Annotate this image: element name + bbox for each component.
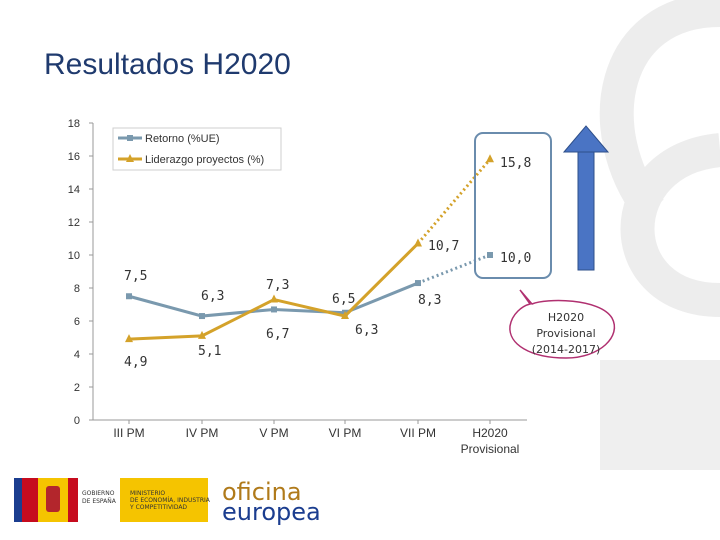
data-label-1-5: 15,8: [500, 156, 531, 171]
point-0-4: [415, 280, 421, 287]
y-tick-label: 16: [68, 151, 80, 163]
ministry-line1: MINISTERIO: [130, 490, 165, 497]
data-label-1-2: 7,3: [266, 278, 289, 293]
y-tick-label: 2: [74, 382, 80, 394]
legend-liderazgo-label: Liderazgo proyectos (%): [145, 154, 264, 166]
slide-title: Resultados H2020: [44, 48, 291, 81]
point-0-1: [199, 313, 205, 320]
callout-line3: (2014-2017): [532, 343, 601, 356]
point-1-2: [270, 294, 278, 303]
y-tick-label: 6: [74, 316, 80, 328]
point-0-2: [271, 306, 277, 313]
y-tick-label: 0: [74, 415, 80, 427]
eu-flag-icon: [14, 478, 22, 522]
x-tick-label: VI PM: [329, 426, 362, 440]
ministry-line3: Y COMPETITIVIDAD: [129, 504, 187, 511]
results-line-chart: 0 2 4 6 8 10 12 14 16 18 III PM IV PM V PM VI PM VII …: [68, 118, 616, 456]
data-label-0-0: 7,5: [124, 269, 147, 284]
series-projection-1: [416, 158, 492, 245]
legend-retorno-marker: [127, 135, 133, 141]
oficina-logo-text: oficina: [222, 478, 302, 506]
callout-line2: Provisional: [536, 327, 595, 340]
x-axis: III PM IV PM V PM VI PM VII PM H2020 Provision…: [93, 419, 527, 456]
data-label-0-1: 6,3: [201, 289, 224, 304]
up-arrow-icon: [562, 125, 610, 271]
data-label-1-1: 5,1: [198, 344, 221, 359]
point-1-1: [198, 330, 206, 339]
gov-line1: GOBIERNO: [82, 490, 115, 497]
point-1-3: [341, 311, 349, 320]
decorative-watermark: [599, 0, 720, 470]
ministry-box: [120, 478, 208, 522]
spain-flag-stripe-red: [22, 478, 38, 522]
data-label-1-0: 4,9: [124, 355, 147, 370]
europea-logo-text: europea: [222, 498, 321, 526]
data-label-0-2: 6,7: [266, 327, 289, 342]
legend-retorno-label: Retorno (%UE): [145, 133, 220, 145]
series-projection-0: [417, 253, 491, 285]
point-0-0: [126, 293, 132, 300]
x-tick-label: IV PM: [186, 426, 219, 440]
legend: Retorno (%UE) Liderazgo proyectos (%): [112, 127, 282, 171]
x-tick-label-line2: Provisional: [461, 442, 520, 456]
h2020-callout: H2020 Provisional (2014-2017): [509, 289, 616, 359]
legend-liderazgo-marker: [126, 154, 134, 162]
x-tick-label: H2020: [472, 426, 508, 440]
point-1-4: [414, 238, 422, 247]
y-tick-label: 18: [68, 118, 80, 130]
y-tick-label: 14: [68, 184, 80, 196]
gov-line2: DE ESPAÑA: [82, 498, 117, 505]
footer-logos: GOBIERNO DE ESPAÑA MINISTERIO DE ECONOMÍ…: [14, 478, 321, 526]
h2020-highlight-box: [474, 132, 552, 279]
y-tick-label: 4: [74, 349, 80, 361]
ministry-line2: DE ECONOMÍA, INDUSTRIA: [130, 497, 211, 504]
x-tick-label: V PM: [259, 426, 288, 440]
point-1-5: [486, 154, 494, 163]
data-label-0-4: 8,3: [418, 293, 441, 308]
data-labels: 7,5 6,3 6,7 6,3 8,3 10,0 4,9 5,1 7,3 6,5 10,7 15,8: [124, 156, 531, 370]
y-axis: 0 2 4 6 8 10 12 14 16 18: [68, 118, 94, 427]
data-label-0-5: 10,0: [500, 251, 531, 266]
point-1-0: [125, 334, 133, 343]
point-0-5: [487, 252, 493, 258]
y-tick-label: 8: [74, 283, 80, 295]
data-label-0-3: 6,3: [355, 323, 378, 338]
x-tick-label: III PM: [113, 426, 144, 440]
data-label-1-3: 6,5: [332, 292, 355, 307]
x-tick-label: VII PM: [400, 426, 436, 440]
callout-line1: H2020: [548, 311, 584, 324]
coat-of-arms-icon: [46, 486, 60, 512]
series-layer: [125, 154, 494, 343]
data-label-1-4: 10,7: [428, 239, 459, 254]
y-tick-label: 12: [68, 217, 80, 229]
y-tick-label: 10: [68, 250, 80, 262]
spain-flag-stripe-red-2: [68, 478, 78, 522]
